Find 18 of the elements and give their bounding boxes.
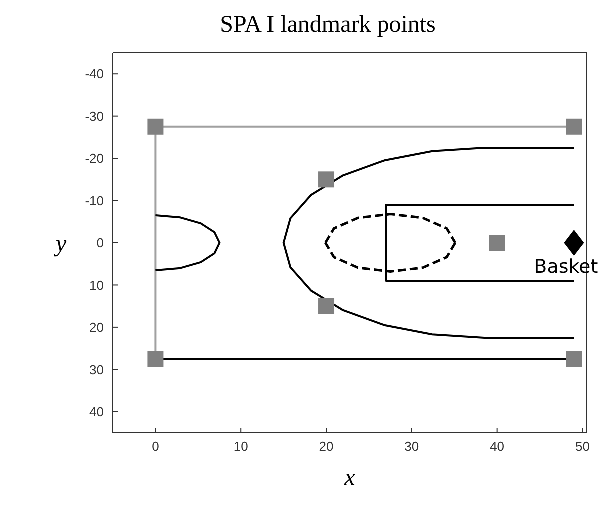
y-tick-label: 0: [96, 236, 104, 251]
chart-title: SPA I landmark points: [219, 12, 437, 39]
y-tick-label: 10: [90, 278, 104, 293]
x-tick-label: 30: [404, 439, 420, 454]
y-tick-label: 20: [90, 320, 104, 336]
y-tick-label: 30: [90, 362, 104, 378]
y-tick-label: -20: [85, 151, 104, 166]
x-tick-label: 10: [234, 439, 248, 454]
y-axis-title: y: [54, 232, 67, 258]
y-tick-label: 40: [90, 404, 104, 420]
x-axis-title: x: [344, 465, 356, 491]
y-tick-label: -40: [85, 66, 104, 82]
y-tick-label: -10: [85, 193, 104, 208]
y-tick-label: -30: [85, 108, 104, 124]
x-tick-label: 50: [575, 439, 590, 454]
x-tick-label: 20: [319, 439, 334, 454]
x-tick-label: 0: [152, 439, 160, 454]
x-tick-label: 40: [490, 439, 505, 454]
